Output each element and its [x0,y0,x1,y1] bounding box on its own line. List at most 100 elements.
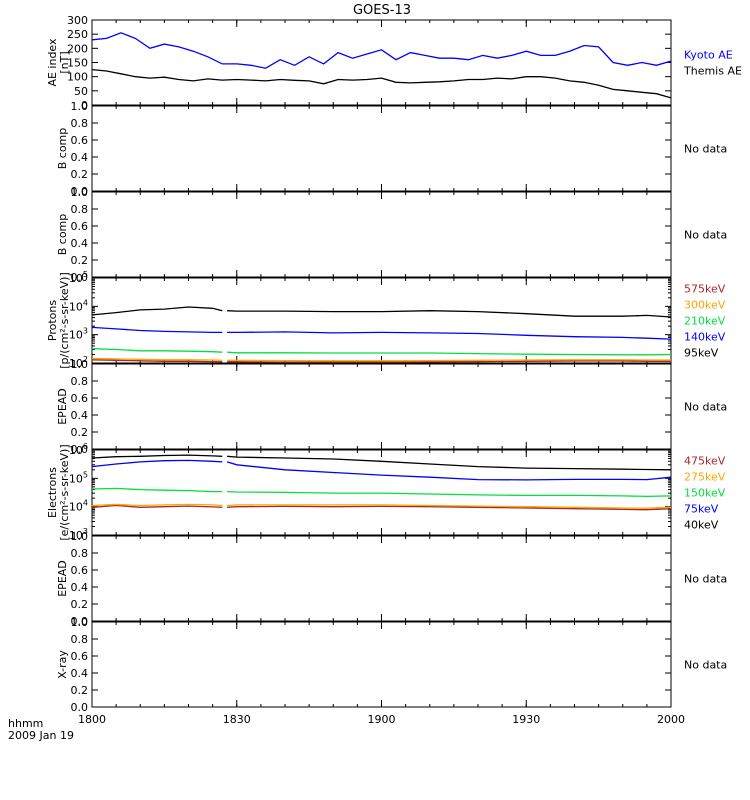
legend-entry: 210keV [684,315,726,328]
y-axis-title-line: B comp [56,214,69,256]
series-line-300kev [227,359,671,362]
panel-frame [91,535,672,622]
x-tick-label: 1900 [368,713,396,726]
legend-entry: 150keV [684,487,726,500]
series-line-95kev [227,310,672,318]
y-axis-title: EPEAD [56,388,69,425]
y-tick-label-base: 10 [69,329,83,342]
y-tick-label: 1.0 [71,358,89,371]
y-tick-label: 150 [67,57,88,70]
y-tick-label-base: 10 [69,300,83,313]
y-tick-label: 0.6 [71,564,89,577]
panel-bcomp2: 0.0 0.2 0.4 0.6 0.8 1.0 B comp No data [56,186,727,284]
y-tick-label-base: 10 [69,529,83,542]
y-tick-label: 0.2 [71,684,89,697]
series-line-275kev [91,503,223,507]
y-axis-title: Protons[p/(cm²-s-sr-keV)] [46,272,71,369]
series-line-140kev [91,326,223,334]
y-axis-title: AE index[nT] [46,38,71,87]
y-tick-label: 50 [74,85,88,98]
legend-entry: Kyoto AE [684,49,733,62]
y-tick-label: 0.8 [71,117,89,130]
y-tick-label: 0.4 [71,581,89,594]
legend-entry: 475keV [684,455,726,468]
series-line-75kev [226,461,672,481]
legend-entry: Themis AE [683,65,742,78]
y-axis-title: Electrons[e/(cm²-s-sr-keV)] [46,444,71,540]
y-tick-label: 0.4 [71,667,89,680]
y-tick-label: 0.2 [71,598,89,611]
series-line-300kev [91,357,223,361]
no-data-note: No data [684,659,727,672]
legend-entry: 140keV [684,331,726,344]
series-line-themis-ae [91,68,672,99]
y-tick-label: 0.2 [71,168,89,181]
series-line-150kev [227,490,672,498]
series-line-150kev [91,487,223,493]
y-tick-label: 0.0 [71,271,89,284]
y-axis-title: B comp [56,128,69,170]
y-tick-label-base: 10 [69,501,83,514]
series-line-210kev [91,348,223,353]
legend-entry: 75keV [684,503,719,516]
y-tick-label: 0.8 [71,547,89,560]
y-axis-title: B comp [56,214,69,256]
series-line-575kev [91,359,223,363]
y-axis-title-line: Protons [46,300,59,341]
panel-frame [91,277,672,364]
y-tick-label-exponent: 3 [83,327,88,336]
y-tick-label: 1.0 [71,616,89,629]
y-tick-label: 105 [69,270,88,285]
series-line-40kev [227,455,672,471]
y-tick-label-exponent: 3 [83,527,88,536]
panel-xray: 0.0 0.2 0.4 0.6 0.8 1.0 X-ray No data [56,616,727,714]
y-axis-title-line: X-ray [56,650,69,679]
series-line-575kev [227,360,671,363]
y-tick-label: 103 [69,527,88,542]
x-tick-label: 1800 [78,713,106,726]
y-tick-label: 100 [67,71,88,84]
y-tick-label: 0.0 [71,443,89,456]
y-tick-label-base: 10 [69,444,83,457]
y-tick-label: 0.4 [71,151,89,164]
legend-entry: 95keV [684,347,719,360]
no-data-note: No data [684,143,727,156]
y-tick-label: 102 [69,355,88,370]
series-line-475kev [227,505,672,511]
y-axis-title-line: [p/(cm²-s-sr-keV)] [58,272,71,369]
y-tick-label: 250 [67,28,88,41]
y-tick-label: 106 [69,442,88,457]
y-tick-label: 0.4 [71,409,89,422]
y-tick-label: 200 [67,42,88,55]
panel-frame [91,191,672,278]
y-tick-label: 0 [81,99,88,112]
legend-entry: 40keV [684,519,719,532]
x-axis: 1800 1830 1900 1930 2000 [78,713,685,726]
panel-frame [91,621,672,708]
series-line-75kev [91,459,223,468]
no-data-note: No data [684,573,727,586]
y-axis-title-line: AE index [46,38,59,87]
footer-time-label: hhmm [8,717,43,730]
y-axis-title: EPEAD [56,560,69,597]
y-tick-label: 1.0 [71,530,89,543]
series-line-140kev [227,331,672,340]
y-axis-title-line: [e/(cm²-s-sr-keV)] [58,444,71,540]
y-tick-label: 0.6 [71,220,89,233]
y-axis-title-line: [nT] [58,51,71,73]
y-axis-title-line: EPEAD [56,560,69,597]
y-tick-label: 0.6 [71,392,89,405]
series-line-95kev [91,306,223,316]
y-tick-label: 0.8 [71,633,89,646]
y-tick-label: 0.0 [71,701,89,714]
chart-title: GOES-13 [353,3,411,18]
y-tick-label-exponent: 4 [83,298,88,307]
y-tick-label-base: 10 [69,472,83,485]
y-tick-label: 104 [69,499,88,514]
y-tick-label: 0.2 [71,426,89,439]
y-tick-label: 1.0 [71,186,89,199]
